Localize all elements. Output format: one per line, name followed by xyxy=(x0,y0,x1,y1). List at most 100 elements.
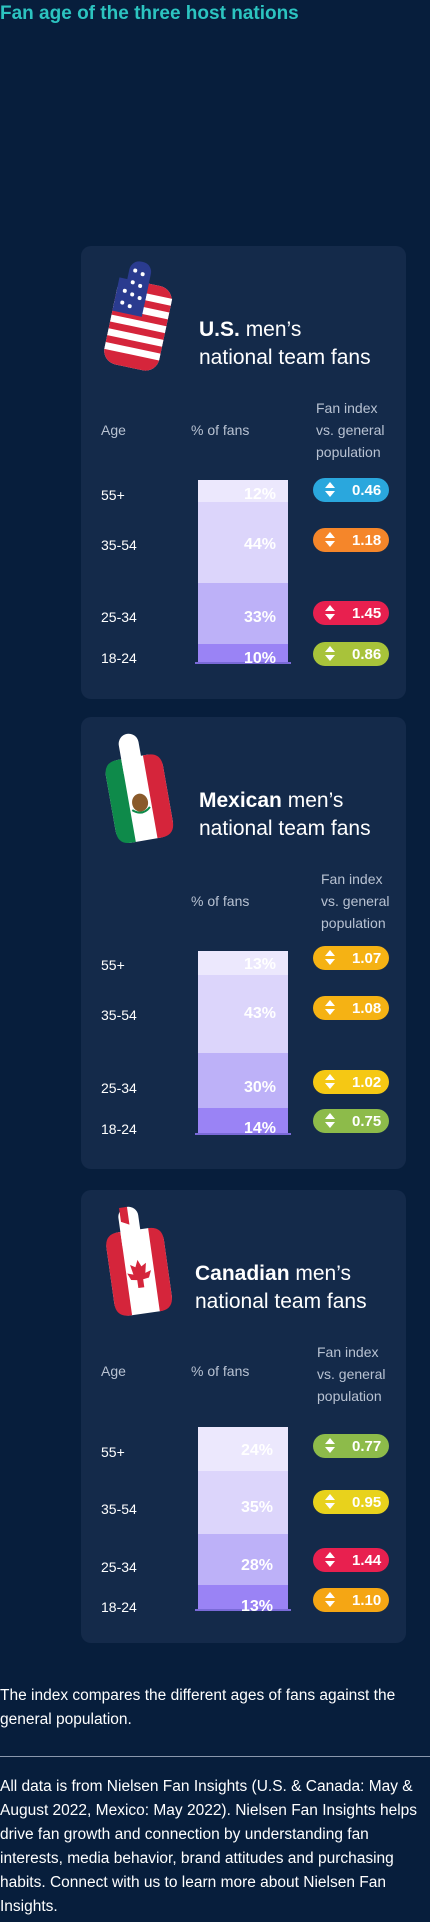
fan-index-pill-18-24: 0.75 xyxy=(313,1109,389,1133)
age-header: Age xyxy=(101,422,126,438)
pct-label-18-24: 13% xyxy=(241,1598,274,1615)
fan-index-value: 0.86 xyxy=(352,645,382,663)
pct-label-18-24: 10% xyxy=(244,650,277,667)
pct-label-18-24: 14% xyxy=(244,1120,277,1137)
country-name: Canadian xyxy=(195,1262,290,1285)
bar-segment-25-34 xyxy=(198,582,288,644)
up-down-arrow-icon xyxy=(325,1552,337,1568)
fan-index-header-line2: vs. general xyxy=(321,893,390,909)
headline-rest: men’s xyxy=(287,789,344,812)
bar-segment-25-34 xyxy=(198,1534,288,1586)
fan-index-value: 0.75 xyxy=(352,1112,382,1130)
bar-baseline xyxy=(195,662,291,664)
canada-fans-card: Canadian men’s national team fans Age % … xyxy=(81,1190,406,1643)
headline-rest: men’s xyxy=(245,318,302,341)
fan-index-value: 0.46 xyxy=(352,481,382,499)
bar-segment-18-24 xyxy=(198,643,288,662)
pct-label-55-plus: 13% xyxy=(244,956,277,973)
age-label-55-plus: 55+ xyxy=(101,1444,125,1460)
index-explanation-note: The index compares the different ages of… xyxy=(0,1687,396,1728)
headline-rest: men’s xyxy=(295,1262,352,1285)
footer-source-text: All data is from Nielsen Fan Insights (U… xyxy=(0,1778,418,1915)
fan-index-value: 1.02 xyxy=(352,1073,382,1091)
headline-line2: national team fans xyxy=(199,346,371,369)
age-label-18-24: 18-24 xyxy=(101,1121,137,1137)
up-down-arrow-icon xyxy=(325,1000,337,1016)
age-label-35-54: 35-54 xyxy=(101,537,137,553)
mexico-flag-hand-icon xyxy=(105,733,174,844)
pct-header: % of fans xyxy=(191,1363,250,1379)
mexico-fans-card: Mexican men’s national team fans % of fa… xyxy=(81,717,406,1169)
up-down-arrow-icon xyxy=(325,950,337,966)
fan-index-header-line2: vs. general xyxy=(316,422,385,438)
fan-index-pill-55-plus: 1.07 xyxy=(313,946,389,970)
age-label-25-34: 25-34 xyxy=(101,609,137,625)
up-down-arrow-icon xyxy=(325,482,337,498)
fan-index-header-line2: vs. general xyxy=(317,1366,386,1382)
us-fans-card: U.S. men’s national team fans Age % of f… xyxy=(81,246,406,699)
bar-segment-35-54 xyxy=(198,1470,288,1535)
headline-line2: national team fans xyxy=(195,1290,367,1313)
fan-index-value: 1.08 xyxy=(352,999,382,1017)
up-down-arrow-icon xyxy=(325,1494,337,1510)
pct-label-55-plus: 24% xyxy=(241,1442,274,1459)
bar-segment-35-54 xyxy=(198,974,288,1053)
bar-segment-55-plus xyxy=(198,480,288,503)
fan-index-pill-25-34: 1.45 xyxy=(313,601,389,625)
fan-index-header-line3: population xyxy=(316,444,381,460)
age-label-55-plus: 55+ xyxy=(101,957,125,973)
fan-index-value: 1.10 xyxy=(352,1591,382,1609)
pct-label-35-54: 44% xyxy=(244,536,277,553)
fan-index-pill-18-24: 1.10 xyxy=(313,1588,389,1612)
age-label-55-plus: 55+ xyxy=(101,487,125,503)
up-down-arrow-icon xyxy=(325,605,337,621)
fan-index-pill-55-plus: 0.77 xyxy=(313,1434,389,1458)
country-name: Mexican xyxy=(199,789,282,812)
fan-index-value: 1.18 xyxy=(352,531,382,549)
fan-index-pill-25-34: 1.44 xyxy=(313,1548,389,1572)
bar-baseline xyxy=(195,1609,291,1611)
stacked-bar xyxy=(198,1427,288,1609)
canada-flag-hand-icon xyxy=(106,1206,172,1316)
bar-segment-55-plus xyxy=(198,1427,288,1471)
pct-label-35-54: 35% xyxy=(241,1499,274,1516)
bar-segment-18-24 xyxy=(198,1585,288,1609)
pct-label-25-34: 33% xyxy=(244,609,277,626)
pct-label-25-34: 30% xyxy=(244,1079,277,1096)
bar-segment-25-34 xyxy=(198,1052,288,1108)
stacked-bar xyxy=(198,480,288,662)
age-label-18-24: 18-24 xyxy=(101,1599,137,1615)
bar-segment-55-plus xyxy=(198,951,288,975)
pct-header: % of fans xyxy=(191,422,250,438)
card-headline: U.S. men’s national team fans xyxy=(199,316,371,372)
fan-index-header-line3: population xyxy=(321,915,386,931)
fan-index-pill-35-54: 0.95 xyxy=(313,1490,389,1514)
headline-line2: national team fans xyxy=(199,817,371,840)
age-label-35-54: 35-54 xyxy=(101,1501,137,1517)
age-label-18-24: 18-24 xyxy=(101,650,137,666)
bar-segment-35-54 xyxy=(198,502,288,583)
fan-index-pill-35-54: 1.08 xyxy=(313,996,389,1020)
up-down-arrow-icon xyxy=(325,1592,337,1608)
age-label-25-34: 25-34 xyxy=(101,1559,137,1575)
fan-index-value: 0.95 xyxy=(352,1493,382,1511)
fan-index-header: Fan index vs. general population xyxy=(317,1341,407,1407)
age-header: Age xyxy=(101,1363,126,1379)
fan-index-header-line1: Fan index xyxy=(316,400,378,416)
us-flag-hand-icon xyxy=(104,261,173,371)
pct-label-55-plus: 12% xyxy=(244,486,277,503)
fan-index-pill-25-34: 1.02 xyxy=(313,1070,389,1094)
divider xyxy=(0,1756,430,1757)
up-down-arrow-icon xyxy=(325,1113,337,1129)
fan-index-pill-18-24: 0.86 xyxy=(313,642,389,666)
bar-segment-18-24 xyxy=(198,1107,288,1133)
fan-index-pill-55-plus: 0.46 xyxy=(313,478,389,502)
age-label-25-34: 25-34 xyxy=(101,1080,137,1096)
country-name: U.S. xyxy=(199,318,240,341)
fan-index-value: 1.07 xyxy=(352,949,382,967)
age-label-35-54: 35-54 xyxy=(101,1007,137,1023)
up-down-arrow-icon xyxy=(325,1074,337,1090)
up-down-arrow-icon xyxy=(325,532,337,548)
fan-index-header-line3: population xyxy=(317,1388,382,1404)
fan-index-header: Fan index vs. general population xyxy=(321,868,411,934)
